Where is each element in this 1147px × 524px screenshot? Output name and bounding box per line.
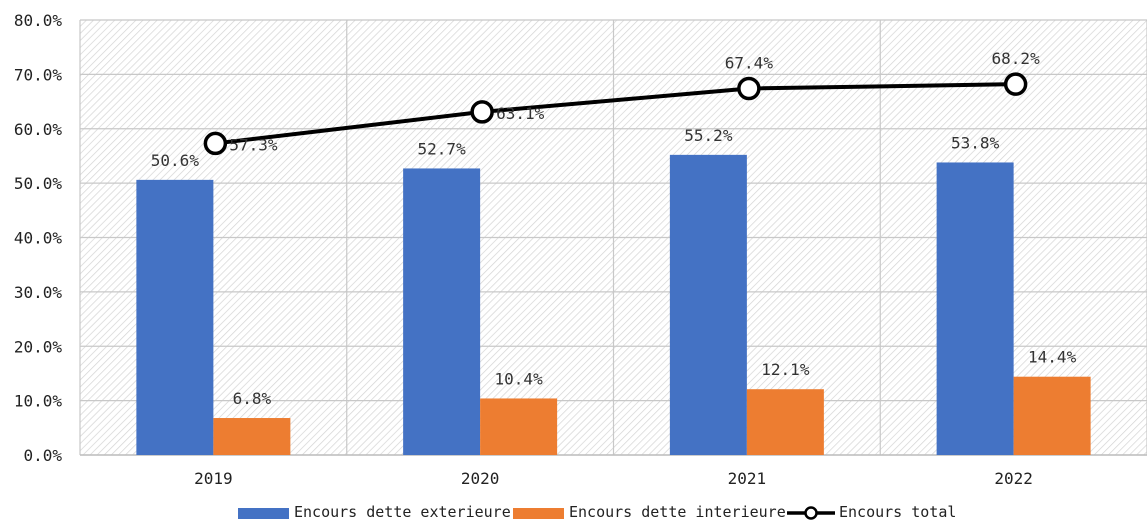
bar xyxy=(480,398,558,455)
line-data-label: 57.3% xyxy=(229,135,278,154)
gridlines xyxy=(79,19,1147,456)
legend-label: Encours dette exterieure xyxy=(294,503,511,521)
bar xyxy=(669,154,747,455)
y-axis: 0.0% 10.0% 20.0% 30.0% 40.0% 50.0% 60.0% 70.0% 8… xyxy=(14,11,63,465)
x-tick-label: 2021 xyxy=(728,469,767,488)
x-tick-label: 2022 xyxy=(994,469,1033,488)
line-data-label: 68.2% xyxy=(992,49,1041,68)
data-label: 53.8% xyxy=(951,133,1000,152)
bar xyxy=(213,418,291,455)
bar xyxy=(403,168,481,455)
y-tick-label: 20.0% xyxy=(14,337,63,356)
legend-swatch xyxy=(238,508,289,519)
legend-marker xyxy=(804,506,818,520)
line-data-label: 63.1% xyxy=(496,104,545,123)
data-label: 52.7% xyxy=(418,139,467,158)
y-tick-label: 80.0% xyxy=(14,11,63,30)
bar xyxy=(136,179,214,456)
y-tick-label: 60.0% xyxy=(14,120,63,139)
data-label: 12.1% xyxy=(761,360,810,379)
legend: Encours dette exterieure Encours dette in… xyxy=(238,503,956,521)
line-point xyxy=(1003,72,1028,96)
data-label: 14.4% xyxy=(1028,348,1077,367)
line-point xyxy=(203,131,228,156)
x-tick-label: 2020 xyxy=(461,469,500,488)
x-tick-label: 2019 xyxy=(194,469,233,488)
y-tick-label: 10.0% xyxy=(14,392,63,411)
data-labels: 50.6% 6.8% 52.7% 10.4% 55.2% 12.1% 53.8% 14.4% 5… xyxy=(151,49,1077,408)
data-label: 6.8% xyxy=(233,389,272,408)
line-point xyxy=(470,100,494,124)
y-tick-label: 0.0% xyxy=(23,446,62,465)
line-point xyxy=(737,76,761,101)
total-line xyxy=(203,72,1028,156)
y-tick-label: 50.0% xyxy=(14,174,63,193)
total-line-path xyxy=(215,82,1016,146)
legend-label: Encours dette interieure xyxy=(569,503,786,521)
bar xyxy=(746,389,824,455)
bar xyxy=(1013,376,1091,455)
y-tick-label: 40.0% xyxy=(14,229,63,248)
data-label: 55.2% xyxy=(684,126,733,145)
legend-label: Encours total xyxy=(839,503,956,521)
legend-swatch xyxy=(513,508,564,519)
data-label: 50.6% xyxy=(151,151,200,170)
x-axis: 2019 2020 2021 2022 xyxy=(194,469,1033,488)
bars xyxy=(136,154,1091,456)
data-label: 10.4% xyxy=(495,369,544,388)
bar xyxy=(936,162,1014,455)
line-data-label: 67.4% xyxy=(725,54,774,73)
y-tick-label: 70.0% xyxy=(14,65,63,84)
y-tick-label: 30.0% xyxy=(14,283,63,302)
